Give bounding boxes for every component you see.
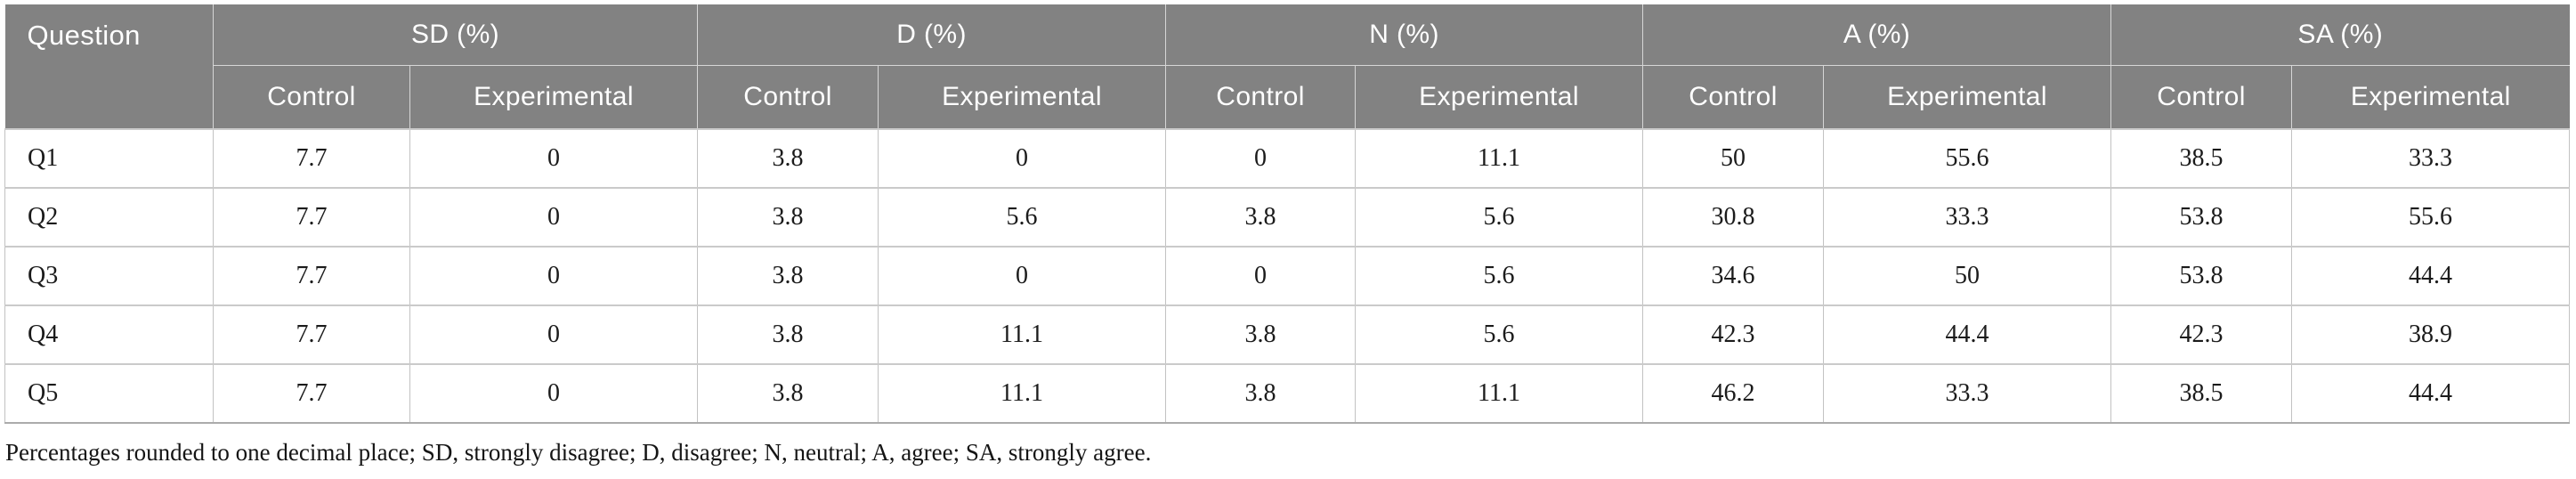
table-header: Question SD (%) D (%) N (%) A (%) SA (%)… [4, 4, 2570, 129]
table-body: Q1 7.7 0 3.8 0 0 11.1 50 55.6 38.5 33.3 … [4, 128, 2571, 424]
row-label: Q1 [4, 128, 214, 188]
table-cell: 0 [1165, 128, 1357, 188]
table-row: Q1 7.7 0 3.8 0 0 11.1 50 55.6 38.5 33.3 [4, 128, 2571, 188]
table-row: Q3 7.7 0 3.8 0 0 5.6 34.6 50 53.8 44.4 [4, 246, 2571, 305]
table-cell: 34.6 [1642, 246, 1825, 305]
table-row: Q2 7.7 0 3.8 5.6 3.8 5.6 30.8 33.3 53.8 … [4, 187, 2571, 247]
footnote-source: Source: This research. [5, 475, 2569, 479]
table-cell: 38.9 [2291, 304, 2571, 364]
row-label: Q5 [4, 363, 214, 424]
subheader-a-control: Control [1642, 65, 1824, 129]
row-label: Q3 [4, 246, 214, 305]
table-cell: 50 [1642, 128, 1825, 188]
header-group-d: D (%) [697, 4, 1166, 66]
header-group-row: Question SD (%) D (%) N (%) A (%) SA (%) [4, 4, 2570, 129]
table-cell: 0 [409, 128, 699, 188]
table-cell: 3.8 [697, 246, 879, 305]
table-cell: 42.3 [1642, 304, 1825, 364]
table-cell: 38.5 [2110, 363, 2293, 424]
table-cell: 7.7 [213, 304, 410, 364]
table-cell: 3.8 [697, 128, 879, 188]
subheader-sd-experimental: Experimental [409, 65, 698, 129]
table-cell: 44.4 [1823, 304, 2112, 364]
table-cell: 3.8 [697, 363, 879, 424]
subheader-sa-experimental: Experimental [2291, 65, 2570, 129]
table-cell: 0 [878, 128, 1167, 188]
table-cell: 0 [409, 363, 699, 424]
table-cell: 44.4 [2291, 246, 2571, 305]
table-cell: 55.6 [2291, 187, 2571, 247]
table-cell: 50 [1823, 246, 2112, 305]
header-group-sa: SA (%) [2110, 4, 2570, 66]
subheader-d-control: Control [697, 65, 879, 129]
table-cell: 3.8 [697, 304, 879, 364]
subheader-sa-control: Control [2110, 65, 2292, 129]
table-row: Q5 7.7 0 3.8 11.1 3.8 11.1 46.2 33.3 38.… [4, 363, 2571, 424]
table-cell: 7.7 [213, 246, 410, 305]
table-cell: 33.3 [2291, 128, 2571, 188]
header-group-sd: SD (%) [212, 4, 698, 66]
table-cell: 11.1 [878, 363, 1167, 424]
table-cell: 5.6 [1355, 304, 1644, 364]
row-label: Q2 [4, 187, 214, 247]
subheader-sd-control: Control [213, 65, 410, 129]
header-group-a: A (%) [1642, 4, 2111, 66]
table-cell: 38.5 [2110, 128, 2293, 188]
subheader-n-control: Control [1165, 65, 1356, 129]
table-cell: 0 [409, 304, 699, 364]
table-cell: 3.8 [1165, 187, 1357, 247]
table-cell: 5.6 [878, 187, 1167, 247]
table-cell: 3.8 [1165, 363, 1357, 424]
table-cell: 0 [409, 246, 699, 305]
table-cell: 0 [878, 246, 1167, 305]
subheader-n-experimental: Experimental [1355, 65, 1643, 129]
table-cell: 11.1 [1355, 363, 1644, 424]
table-cell: 55.6 [1823, 128, 2112, 188]
table-cell: 3.8 [1165, 304, 1357, 364]
results-table: Question SD (%) D (%) N (%) A (%) SA (%)… [4, 4, 2571, 424]
table-cell: 33.3 [1823, 363, 2112, 424]
table-cell: 11.1 [878, 304, 1167, 364]
table-cell: 53.8 [2110, 187, 2293, 247]
table-cell: 5.6 [1355, 246, 1644, 305]
subheader-d-experimental: Experimental [878, 65, 1166, 129]
table-cell: 7.7 [213, 128, 410, 188]
table-cell: 7.7 [213, 187, 410, 247]
header-question: Question [4, 4, 214, 129]
header-sub-row: Control Experimental Control Experimenta… [5, 65, 2570, 129]
header-group-n: N (%) [1165, 4, 1643, 66]
table-cell: 3.8 [697, 187, 879, 247]
table-cell: 11.1 [1355, 128, 1644, 188]
table-cell: 0 [1165, 246, 1357, 305]
table-row: Q4 7.7 0 3.8 11.1 3.8 5.6 42.3 44.4 42.3… [4, 304, 2571, 364]
table-cell: 42.3 [2110, 304, 2293, 364]
footnote-abbreviations: Percentages rounded to one decimal place… [5, 439, 1152, 466]
table-cell: 33.3 [1823, 187, 2112, 247]
table-cell: 46.2 [1642, 363, 1825, 424]
table-cell: 7.7 [213, 363, 410, 424]
table-cell: 44.4 [2291, 363, 2571, 424]
table-cell: 53.8 [2110, 246, 2293, 305]
table-cell: 30.8 [1642, 187, 1825, 247]
subheader-a-experimental: Experimental [1823, 65, 2111, 129]
table-cell: 5.6 [1355, 187, 1644, 247]
table-cell: 0 [409, 187, 699, 247]
row-label: Q4 [4, 304, 214, 364]
table-footnotes: Percentages rounded to one decimal place… [4, 438, 2569, 479]
